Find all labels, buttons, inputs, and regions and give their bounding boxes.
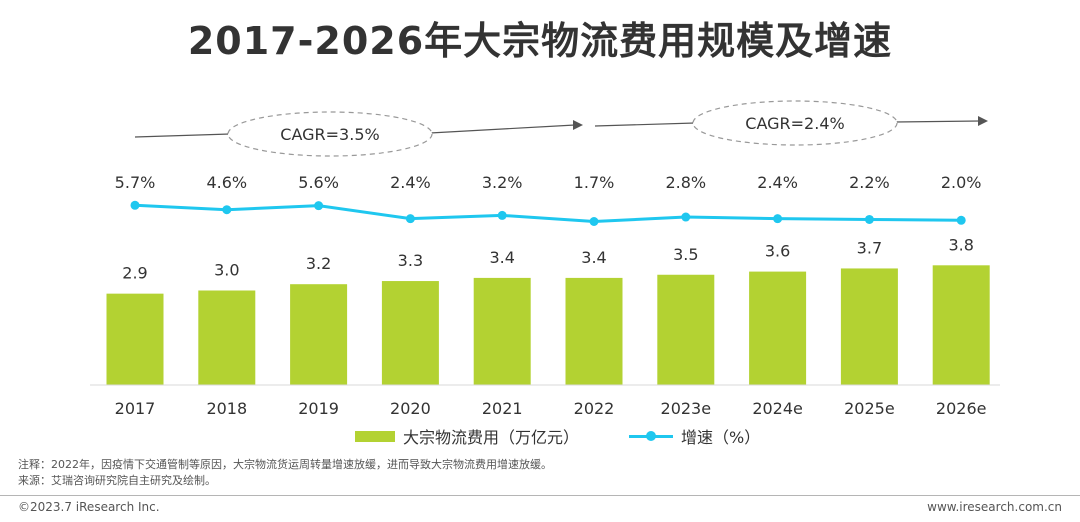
growth-value-label: 4.6% <box>206 173 247 192</box>
growth-value-label: 2.2% <box>849 173 890 192</box>
chart-note: 注释：2022年，因疫情下交通管制等原因，大宗物流货运周转量增速放缓，进而导致大… <box>18 458 552 471</box>
growth-point-2025e <box>864 214 874 224</box>
bar-2026e <box>932 265 990 385</box>
growth-point-2022 <box>589 216 599 226</box>
chart-legend: 大宗物流费用（万亿元） 增速（%） <box>355 424 810 448</box>
bar-value-label: 3.4 <box>581 248 606 267</box>
legend-line-swatch <box>629 430 674 442</box>
bar-value-label: 2.9 <box>122 264 147 283</box>
x-tick-label: 2023e <box>661 399 712 418</box>
growth-point-2020 <box>405 214 415 224</box>
bar-2019 <box>290 284 348 385</box>
growth-value-label: 2.8% <box>665 173 706 192</box>
growth-point-2024e <box>773 214 783 224</box>
bar-value-label: 3.3 <box>398 251 423 270</box>
growth-value-label: 5.7% <box>115 173 156 192</box>
cagr-label: CAGR=2.4% <box>745 114 844 133</box>
growth-point-2023e <box>681 212 691 222</box>
cagr-label: CAGR=3.5% <box>280 125 379 144</box>
x-tick-label: 2017 <box>115 399 156 418</box>
bar-2022 <box>565 277 623 385</box>
x-tick-label: 2025e <box>844 399 895 418</box>
growth-value-label: 5.6% <box>298 173 339 192</box>
growth-point-2018 <box>222 205 232 215</box>
growth-value-label: 3.2% <box>482 173 523 192</box>
x-tick-label: 2020 <box>390 399 431 418</box>
x-tick-label: 2024e <box>752 399 803 418</box>
bar-2017 <box>106 293 164 385</box>
footer-divider <box>0 495 1080 496</box>
growth-point-2017 <box>130 200 140 210</box>
bar-2023e <box>657 274 715 385</box>
legend-item-cost: 大宗物流费用（万亿元） <box>355 424 579 448</box>
bar-value-label: 3.8 <box>948 235 973 254</box>
bar-value-label: 3.0 <box>214 261 239 280</box>
growth-value-label: 2.0% <box>941 173 982 192</box>
bar-value-label: 3.2 <box>306 254 331 273</box>
growth-value-label: 2.4% <box>757 173 798 192</box>
page-title: 2017-2026年大宗物流费用规模及增速 <box>187 19 893 63</box>
legend-bar-label: 大宗物流费用（万亿元） <box>403 428 580 447</box>
bar-2025e <box>840 268 898 385</box>
legend-bar-swatch <box>355 430 395 442</box>
x-tick-label: 2018 <box>206 399 247 418</box>
x-axis-ticks: 2017 2018 2019 2020 2021 2022 2023e 2024e 2025e 2… <box>115 399 987 418</box>
x-tick-label: 2019 <box>298 399 339 418</box>
footer-copyright: ©2023.7 iResearch Inc. <box>18 500 160 514</box>
bar-2018 <box>198 290 256 385</box>
x-tick-label: 2022 <box>574 399 615 418</box>
x-tick-label: 2026e <box>936 399 987 418</box>
legend-line-label: 增速（%） <box>681 428 761 447</box>
x-tick-label: 2021 <box>482 399 523 418</box>
data-labels: 2.9 3.0 3.2 3.3 3.4 3.4 3.5 3.6 3.7 3.8 5.7% 4.6% 5.… <box>115 173 982 283</box>
cagr-ellipse <box>692 100 898 146</box>
cagr-annotations: CAGR=3.5% CAGR=2.4% <box>134 100 988 157</box>
chart-source: 来源：艾瑞咨询研究院自主研究及绘制。 <box>18 474 216 487</box>
bar-value-label: 3.5 <box>673 245 698 264</box>
bar-value-label: 3.4 <box>489 248 514 267</box>
cagr-ellipse <box>227 111 433 157</box>
growth-value-label: 1.7% <box>574 173 615 192</box>
bar-value-label: 3.6 <box>765 242 790 261</box>
bar-2021 <box>473 277 531 385</box>
bar-2020 <box>381 281 439 385</box>
cagr-annotation: CAGR=2.4% <box>594 100 988 146</box>
bar-2024e <box>749 271 807 385</box>
bar-value-label: 3.7 <box>857 238 882 257</box>
growth-point-2019 <box>314 201 324 211</box>
legend-item-growth: 增速（%） <box>629 424 760 448</box>
growth-value-label: 2.4% <box>390 173 431 192</box>
growth-point-2026e <box>956 215 966 225</box>
line-series <box>130 200 966 226</box>
bar-series <box>106 265 990 385</box>
cagr-annotation: CAGR=3.5% <box>134 111 583 157</box>
growth-line <box>134 203 962 224</box>
growth-point-2021 <box>497 210 507 220</box>
combo-chart: CAGR=3.5% CAGR=2.4% 2.9 3.0 3.2 3.3 3.4 3.4 3.5… <box>90 100 1000 418</box>
footer-website: www.iresearch.com.cn <box>927 500 1062 514</box>
